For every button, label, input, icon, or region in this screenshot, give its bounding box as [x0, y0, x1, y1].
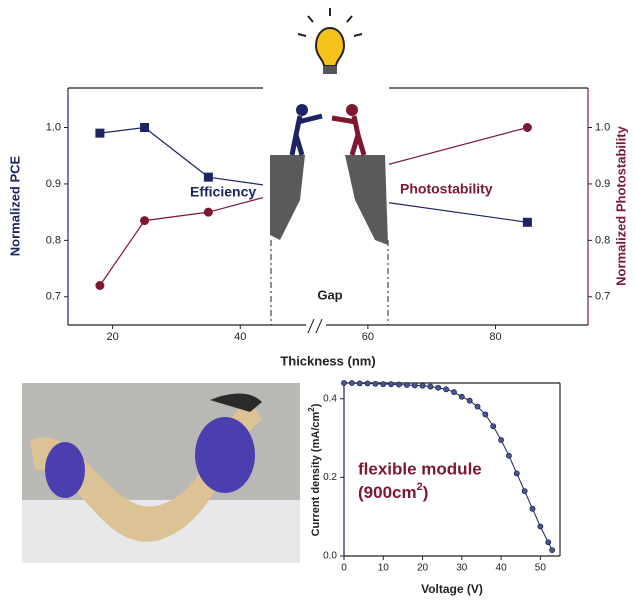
- glove: [195, 417, 255, 493]
- marker: [388, 381, 395, 388]
- sheet-edge: [210, 393, 262, 412]
- flexible-sheet: [30, 400, 262, 542]
- marker: [411, 382, 418, 389]
- marker: [521, 488, 528, 495]
- y2-tick-label: 0.8: [595, 234, 610, 246]
- figure-head: [296, 104, 308, 116]
- glove: [45, 442, 85, 498]
- marker: [203, 172, 213, 182]
- marker: [474, 403, 481, 410]
- x-tick-label: 20: [107, 331, 119, 343]
- annotation: (900cm2): [358, 481, 428, 503]
- x-tick-label: 0: [341, 563, 347, 574]
- figure-head: [346, 104, 358, 116]
- annotation: Gap: [317, 287, 342, 302]
- marker: [380, 381, 387, 388]
- y-tick-label: 0.8: [46, 234, 61, 246]
- marker: [348, 380, 355, 386]
- figure: [331, 115, 367, 156]
- marker: [529, 505, 536, 512]
- marker: [427, 383, 434, 390]
- figure: [289, 113, 323, 156]
- y2-tick-label: 1.0: [595, 121, 610, 133]
- marker: [522, 217, 532, 227]
- marker: [443, 386, 450, 393]
- cliff: [270, 155, 305, 240]
- y-tick-label: 0.4: [323, 393, 337, 404]
- x-tick-label: 40: [234, 331, 246, 343]
- y2-tick-label: 0.7: [595, 291, 610, 303]
- marker: [513, 470, 520, 477]
- marker: [403, 382, 410, 388]
- axis-break: [307, 318, 323, 334]
- marker: [396, 381, 402, 388]
- x-tick-label: 30: [456, 563, 468, 574]
- x-tick-label: 10: [378, 563, 390, 574]
- y-tick-label: 0.0: [323, 551, 337, 562]
- x-axis-label: Voltage (V): [421, 582, 483, 596]
- x-tick-label: 60: [362, 331, 374, 343]
- cliff: [345, 155, 388, 245]
- marker: [95, 128, 105, 138]
- marker: [356, 380, 363, 387]
- bulb: [314, 27, 346, 67]
- label-sup: 2: [307, 407, 316, 412]
- marker: [522, 123, 532, 132]
- annotation: Photostability: [400, 181, 493, 197]
- x-tick-label: 50: [535, 563, 547, 574]
- y-tick-label: 0.2: [323, 472, 337, 483]
- x-axis-label: Thickness (nm): [280, 353, 375, 368]
- marker: [364, 380, 371, 387]
- x-tick-label: 20: [417, 563, 429, 574]
- y-axis-label: Normalized PCE: [7, 155, 22, 256]
- annotation-part: (900cm: [358, 483, 417, 502]
- x-tick-label: 40: [496, 563, 508, 574]
- photo: [22, 383, 300, 563]
- marker: [341, 380, 347, 386]
- label-part: Current density (mA/cm: [310, 412, 322, 537]
- marker: [490, 423, 497, 430]
- marker: [451, 389, 457, 395]
- marker: [458, 393, 465, 400]
- marker: [435, 384, 442, 391]
- y-tick-label: 0.9: [46, 178, 61, 190]
- series-line: [344, 382, 553, 551]
- marker: [549, 547, 556, 554]
- y2-axis-label: Normalized Photostability: [613, 125, 628, 285]
- illustration: [263, 8, 389, 334]
- label-part: ): [310, 403, 322, 407]
- marker: [140, 123, 150, 132]
- marker: [482, 411, 489, 418]
- marker: [140, 216, 150, 226]
- bulb-base: [323, 66, 337, 74]
- marker: [466, 397, 473, 404]
- marker: [545, 539, 552, 546]
- annotation-sup: 2: [417, 481, 423, 493]
- marker: [498, 437, 504, 443]
- y-axis-label: Current density (mA/cm2): [307, 403, 322, 536]
- annotation: Efficiency: [190, 184, 256, 200]
- bulb-rays: [297, 8, 363, 37]
- marker: [203, 207, 213, 217]
- marker: [537, 523, 544, 530]
- annotation: flexible module: [358, 459, 482, 478]
- marker: [506, 452, 512, 459]
- marker: [372, 380, 379, 387]
- y-tick-label: 1.0: [46, 121, 61, 133]
- y2-tick-label: 0.9: [595, 178, 610, 190]
- marker: [95, 281, 105, 290]
- x-tick-label: 80: [489, 331, 501, 343]
- annotation-part: ): [423, 483, 429, 502]
- y-tick-label: 0.7: [46, 291, 61, 303]
- marker: [419, 382, 426, 389]
